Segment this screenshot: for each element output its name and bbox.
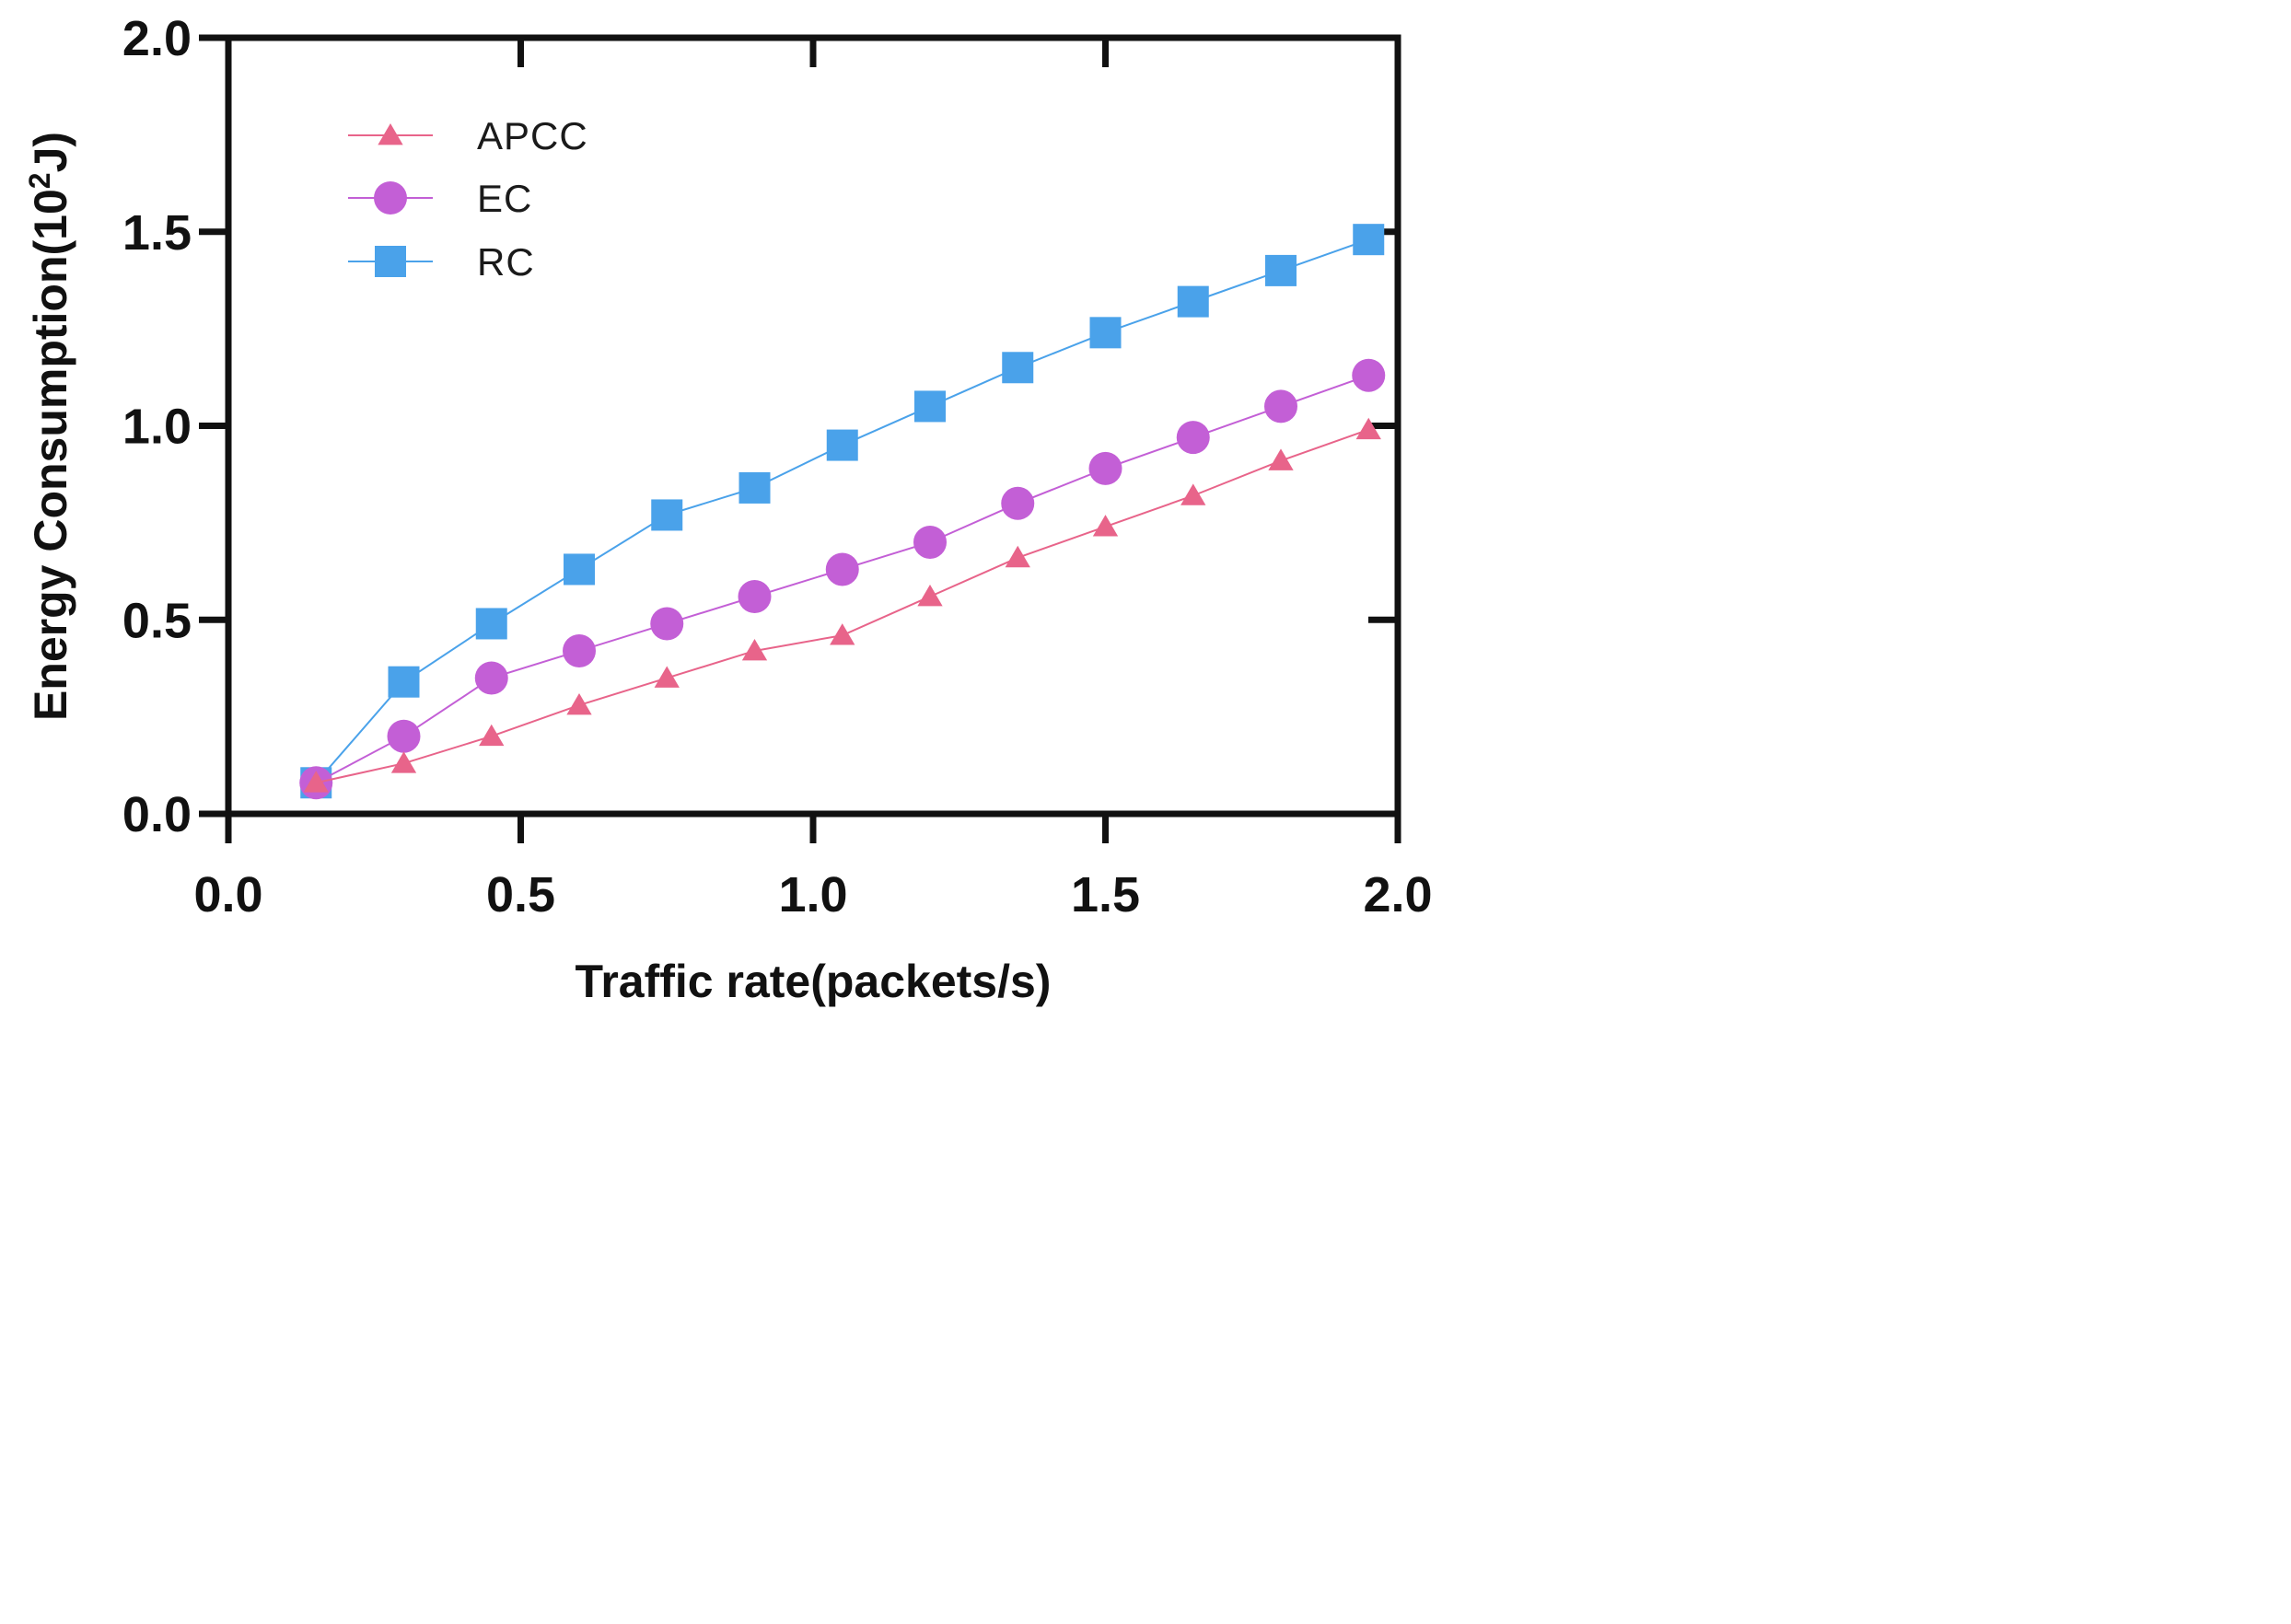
series-layer [299,224,1386,800]
x-tick-label-4: 2.0 [1363,867,1432,922]
series-ec-point-1 [387,719,421,753]
series-rc-point-1 [388,666,420,698]
series-ec-point-7 [913,525,947,559]
series-rc-point-3 [564,553,595,586]
series-apcc-point-4 [654,666,680,688]
x-axis-title: Traffic rate(packets/s) [576,956,1052,1007]
series-apcc-point-1 [390,751,417,773]
series-rc-point-6 [826,429,858,461]
series-ec-point-11 [1264,389,1297,423]
y-axis-title-suffix: J) [25,132,76,172]
y-tick-label-3: 1.5 [122,205,192,261]
y-axis-title-superscript: 2 [23,172,56,189]
series-apcc-point-5 [741,638,768,661]
legend-label-apcc: APCC [477,114,588,157]
energy-consumption-chart: 0.0 0.5 1.0 1.5 2.00.00.51.01.52.0 APCCECRC … [0,0,1444,1024]
series-rc-point-9 [1089,317,1122,349]
series-ec-point-12 [1352,358,1386,392]
series-ec-point-4 [650,607,684,641]
legend-item-apcc: APCC [348,114,588,157]
y-tick-label-4: 2.0 [122,11,192,66]
series-rc-point-10 [1177,285,1209,318]
series-apcc-point-11 [1268,448,1294,470]
series-ec-point-10 [1176,421,1210,455]
chart-background [0,0,1444,1024]
y-tick-label-1: 0.5 [122,593,192,648]
series-rc-point-12 [1353,224,1385,256]
series-ec-point-9 [1088,451,1122,485]
legend-label-rc: RC [477,240,535,284]
y-axis-title: Energy Consumption(102J) [23,132,76,721]
series-apcc [303,417,1381,793]
series-ec-point-6 [825,552,859,586]
legend-label-ec: EC [477,177,532,220]
y-tick-label-0: 0.0 [122,787,192,842]
series-apcc-point-2 [479,724,505,747]
series-rc-point-11 [1265,254,1297,286]
plot-axes: 0.0 0.5 1.0 1.5 2.0 0.0 0.5 1.0 1.5 2.0 [122,11,1433,922]
legend-item-rc: RC [348,240,535,284]
legend-marker-ec [374,181,407,215]
series-rc-point-4 [651,499,683,531]
series-apcc-point-8 [1005,545,1030,568]
series-apcc-point-0 [303,771,329,793]
legend: APCC EC RC [348,114,588,284]
series-apcc-point-10 [1180,483,1206,505]
y-tick-label-2: 1.0 [122,400,192,455]
x-tick-label-1: 0.5 [486,867,555,922]
x-tick-label-2: 1.0 [778,867,847,922]
series-ec-point-3 [563,633,596,667]
series-rc-point-8 [1002,352,1034,384]
series-apcc-point-9 [1092,515,1119,537]
series-ec-point-5 [738,579,772,613]
series-ec-point-8 [1001,486,1035,520]
series-rc-point-7 [914,390,946,423]
legend-marker-rc [375,246,406,277]
legend-marker-apcc [378,123,403,145]
series-ec [299,358,1386,800]
x-tick-label-0: 0.0 [193,867,262,922]
series-apcc-point-3 [566,692,592,715]
legend-item-ec: EC [348,177,532,220]
series-apcc-point-6 [830,623,855,645]
x-tick-label-3: 1.5 [1071,867,1140,922]
series-rc-point-5 [738,471,771,504]
series-apcc-point-12 [1355,417,1381,440]
series-apcc-point-7 [917,584,943,607]
y-axis-title-main: Energy Consumption(10 [25,189,76,721]
series-ec-point-2 [474,661,508,695]
series-rc-point-2 [475,608,507,640]
